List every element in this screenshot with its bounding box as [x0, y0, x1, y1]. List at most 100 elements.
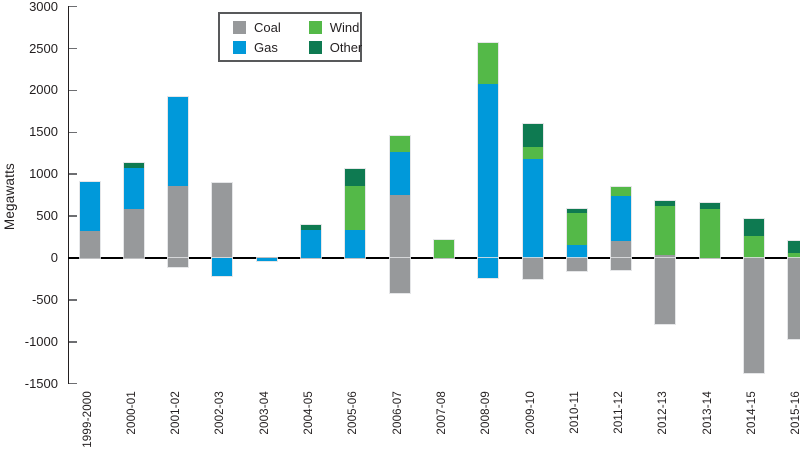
x-axis-label: 2006-07: [391, 391, 404, 435]
bar-segment-coal-withdrawal-2009-10: [522, 258, 543, 280]
bar-segment-coal-withdrawal-2001-02: [168, 258, 189, 268]
legend-item-other: Other: [308, 39, 363, 55]
bar-segment-other-2015-16: [788, 240, 800, 253]
y-tick: [68, 173, 77, 175]
bar-segment-coal-2002-03: [212, 183, 233, 258]
bar-segment-coal-2000-01: [123, 209, 144, 258]
bar-segment-wind-2007-08: [433, 239, 454, 258]
bar-segment-gas-2011-12: [611, 195, 632, 242]
bar-stack-positive: [433, 239, 454, 258]
bar-segment-other-2000-01: [123, 163, 144, 168]
x-axis-label: 1999-2000: [81, 391, 94, 448]
legend-item-wind: Wind: [308, 19, 363, 35]
bar-segment-coal-withdrawal-2006-07: [389, 258, 410, 294]
bar-segment-wind-2005-06: [345, 185, 366, 230]
legend-label-other: Other: [329, 39, 363, 55]
bar-segment-wind-2010-11: [566, 213, 587, 245]
bar-stack-positive: [212, 183, 233, 258]
zero-baseline: [67, 257, 800, 259]
y-tick-label: 2500: [29, 40, 58, 56]
bar-stack-positive: [566, 208, 587, 258]
bar-segment-coal-1999-2000: [79, 231, 100, 258]
bar-segment-gas-1999-2000: [79, 181, 100, 232]
y-tick: [68, 215, 77, 217]
bar-stack-positive: [301, 225, 321, 258]
x-axis-label: 2009-10: [524, 391, 537, 435]
x-axis-label: 2003-04: [258, 391, 271, 435]
x-axis-label: 2012-13: [657, 391, 670, 435]
y-tick-label: 0: [50, 250, 58, 265]
bar-segment-wind-2011-12: [611, 187, 632, 196]
bar-segment-wind-2012-13: [655, 206, 676, 256]
bar-stack-negative: [655, 258, 676, 325]
y-tick: [68, 341, 77, 343]
x-axis-label: 2001-02: [170, 391, 183, 435]
bar-stack-positive: [788, 240, 800, 258]
bar-segment-gas-2005-06: [345, 229, 366, 258]
bar-stack-negative: [611, 258, 632, 270]
y-tick-label: -1500: [24, 375, 58, 391]
bar-segment-coal-withdrawal-2011-12: [611, 258, 632, 270]
legend-label-wind: Wind: [329, 19, 360, 35]
bar-segment-gas-2009-10: [522, 158, 543, 258]
bar-segment-gas-2001-02: [168, 97, 189, 186]
bar-stack-negative: [566, 258, 587, 271]
bar-segment-coal-2012-13: [655, 255, 676, 258]
bar-segment-gas-2000-01: [123, 167, 144, 210]
bar-segment-other-2009-10: [522, 123, 543, 147]
bar-segment-gas-2004-05: [301, 229, 321, 258]
bar-segment-gas-2010-11: [566, 244, 587, 258]
legend-swatch-coal: [233, 20, 246, 34]
x-axis-label: 2015-16: [790, 391, 800, 435]
legend-column: Wind Other: [308, 19, 363, 55]
bar-stack-positive: [611, 187, 632, 258]
bar-segment-gas-2006-07: [389, 151, 410, 196]
bar-segment-gas-withdrawal-2003-04: [256, 258, 277, 261]
bar-stack-negative: [744, 258, 764, 373]
bar-stack-positive: [522, 123, 543, 258]
y-tick-label: -1000: [24, 333, 58, 349]
y-tick-label: -500: [31, 291, 58, 307]
bar-stack-positive: [168, 97, 189, 258]
y-tick: [68, 5, 77, 8]
bar-segment-coal-2006-07: [389, 195, 410, 258]
bar-stack-negative: [522, 258, 543, 280]
bar-segment-wind-2009-10: [522, 146, 543, 159]
y-tick-label: 1500: [29, 124, 58, 140]
bar-segment-other-2010-11: [566, 208, 587, 214]
bar-segment-coal-2001-02: [168, 185, 189, 258]
bar-stack-positive: [699, 202, 720, 258]
legend-item-coal: Coal: [233, 19, 281, 35]
bar-segment-coal-withdrawal-2014-15: [744, 258, 764, 373]
bar-segment-coal-withdrawal-2012-13: [655, 258, 676, 325]
bar-stack-positive: [389, 136, 410, 258]
bar-stack-positive: [744, 219, 764, 258]
bar-segment-coal-withdrawal-2015-16: [788, 258, 800, 340]
x-axis-label: 2007-08: [435, 391, 448, 435]
bar-stack-negative: [256, 258, 277, 261]
legend-label-coal: Coal: [254, 19, 281, 35]
y-tick-label: 3000: [29, 0, 58, 14]
bar-segment-wind-2006-07: [389, 136, 410, 152]
x-axis-label: 2008-09: [480, 391, 493, 435]
bar-segment-wind-2014-15: [744, 235, 764, 258]
bar-segment-wind-2013-14: [699, 209, 720, 258]
x-axis-label: 2005-06: [347, 391, 360, 435]
bar-stack-positive: [123, 163, 144, 258]
bar-stack-negative: [478, 258, 499, 279]
bar-stack-negative: [212, 258, 233, 276]
y-tick-label: 500: [36, 208, 58, 224]
bar-stack-positive: [79, 181, 100, 258]
y-tick: [68, 47, 77, 50]
bar-segment-wind-2008-09: [478, 43, 499, 84]
legend-label-gas: Gas: [254, 39, 278, 55]
bar-segment-wind-2015-16: [788, 252, 800, 258]
y-tick: [68, 382, 77, 385]
bar-segment-coal-2011-12: [611, 241, 632, 258]
x-axis-label: 2004-05: [303, 391, 315, 435]
bar-segment-other-2014-15: [744, 219, 764, 236]
bar-stack-positive: [655, 200, 676, 258]
legend-item-gas: Gas: [233, 39, 281, 55]
bar-stack-positive: [478, 43, 499, 258]
